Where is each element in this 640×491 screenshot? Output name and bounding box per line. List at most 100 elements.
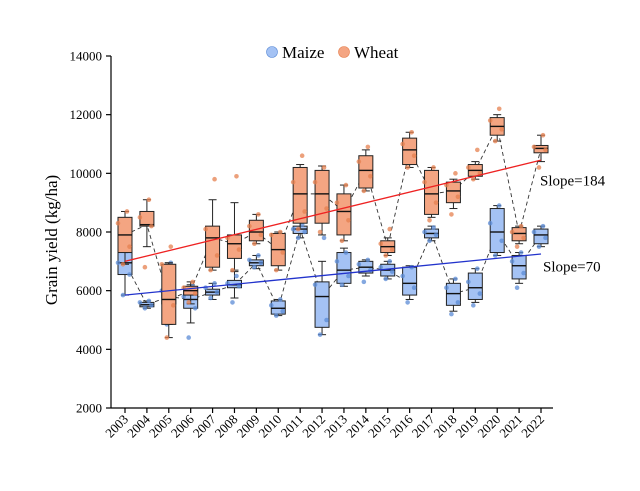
data-point [475,147,480,153]
series-maize [115,203,549,340]
data-point [477,291,483,296]
box-body [511,254,527,280]
data-point [115,220,121,226]
data-point [230,300,235,305]
data-point [312,179,318,185]
data-point [492,138,498,144]
data-point [127,244,132,249]
box-wheat-2004 [137,197,155,270]
data-point [280,308,286,314]
data-point [258,260,264,266]
box-maize-2013 [334,247,352,288]
data-point [146,298,152,304]
data-point [334,200,340,205]
data-point [518,250,524,255]
data-point [431,165,436,170]
box-maize-2007 [203,281,221,301]
data-point [290,179,296,185]
data-point [127,272,132,277]
data-point [487,220,493,226]
data-point [208,267,213,273]
data-point [115,260,121,266]
data-point [389,247,395,252]
data-point [302,209,307,214]
data-point [247,257,252,263]
y-tick-label: 10000 [70,166,103,181]
data-point [471,176,476,182]
box-body [314,281,330,328]
box-wheat-2007 [203,176,221,273]
box-wheat-2008 [225,173,242,273]
slope-label-wheat: Slope=184 [540,174,606,190]
data-point [346,217,351,223]
data-point [277,229,283,235]
y-tick-label: 12000 [70,107,103,122]
data-point [387,259,393,264]
data-point [365,257,371,263]
box-maize-2018 [444,276,461,317]
data-point [487,118,493,123]
box-body [205,225,221,268]
box-maize-2004 [137,298,155,311]
data-point [186,335,191,340]
y-tick-label: 14000 [70,49,103,64]
data-point [455,300,461,305]
data-point [466,165,471,170]
data-point [449,212,454,217]
data-point [427,217,432,223]
data-point [170,303,176,308]
axes: 2000400060008000100001200014000200320042… [70,49,553,441]
data-point [252,241,257,247]
box-wheat-2021 [509,223,527,249]
data-point [137,215,143,220]
box-wheat-2018 [444,171,461,217]
data-point [302,229,307,235]
y-axis-title: Grain yield (kg/ha) [42,175,61,305]
data-point [146,197,152,203]
data-point [455,194,461,200]
data-point [361,279,367,285]
data-point [212,176,217,182]
box-maize-2008 [225,271,242,305]
data-point [514,285,520,291]
chart-marks: Slope=184 Slope=70 [115,106,606,340]
box-body [424,169,440,215]
legend: Maize Wheat [266,43,399,62]
data-point [321,165,327,170]
data-point [411,285,417,291]
data-point [142,305,148,311]
data-point [321,235,327,241]
data-point [280,250,286,255]
trendline-maize [124,253,542,296]
data-point [334,259,340,264]
data-point [453,276,458,282]
data-point [427,238,432,244]
data-point [343,250,349,255]
data-point [496,203,502,208]
box-maize-2019 [466,266,483,308]
data-point [214,289,220,295]
legend-marker-wheat [338,46,350,58]
data-point [543,235,548,241]
data-point [536,244,542,249]
data-point [236,247,242,252]
data-point [168,244,174,249]
legend-label-maize: Maize [282,43,324,62]
box-body [445,282,461,306]
data-point [383,276,389,282]
data-point [453,171,458,176]
data-point [509,229,515,235]
data-point [190,279,195,285]
box-maize-2020 [487,203,505,258]
y-tick-label: 6000 [76,283,102,298]
data-point [256,212,261,217]
data-point [159,261,165,267]
box-body [161,263,177,325]
data-point [230,267,235,273]
data-point [212,281,217,286]
data-point [247,223,252,229]
box-maize-2022 [531,223,549,249]
data-point [543,147,548,153]
box-wheat-2005 [159,244,177,340]
data-point [295,226,301,232]
